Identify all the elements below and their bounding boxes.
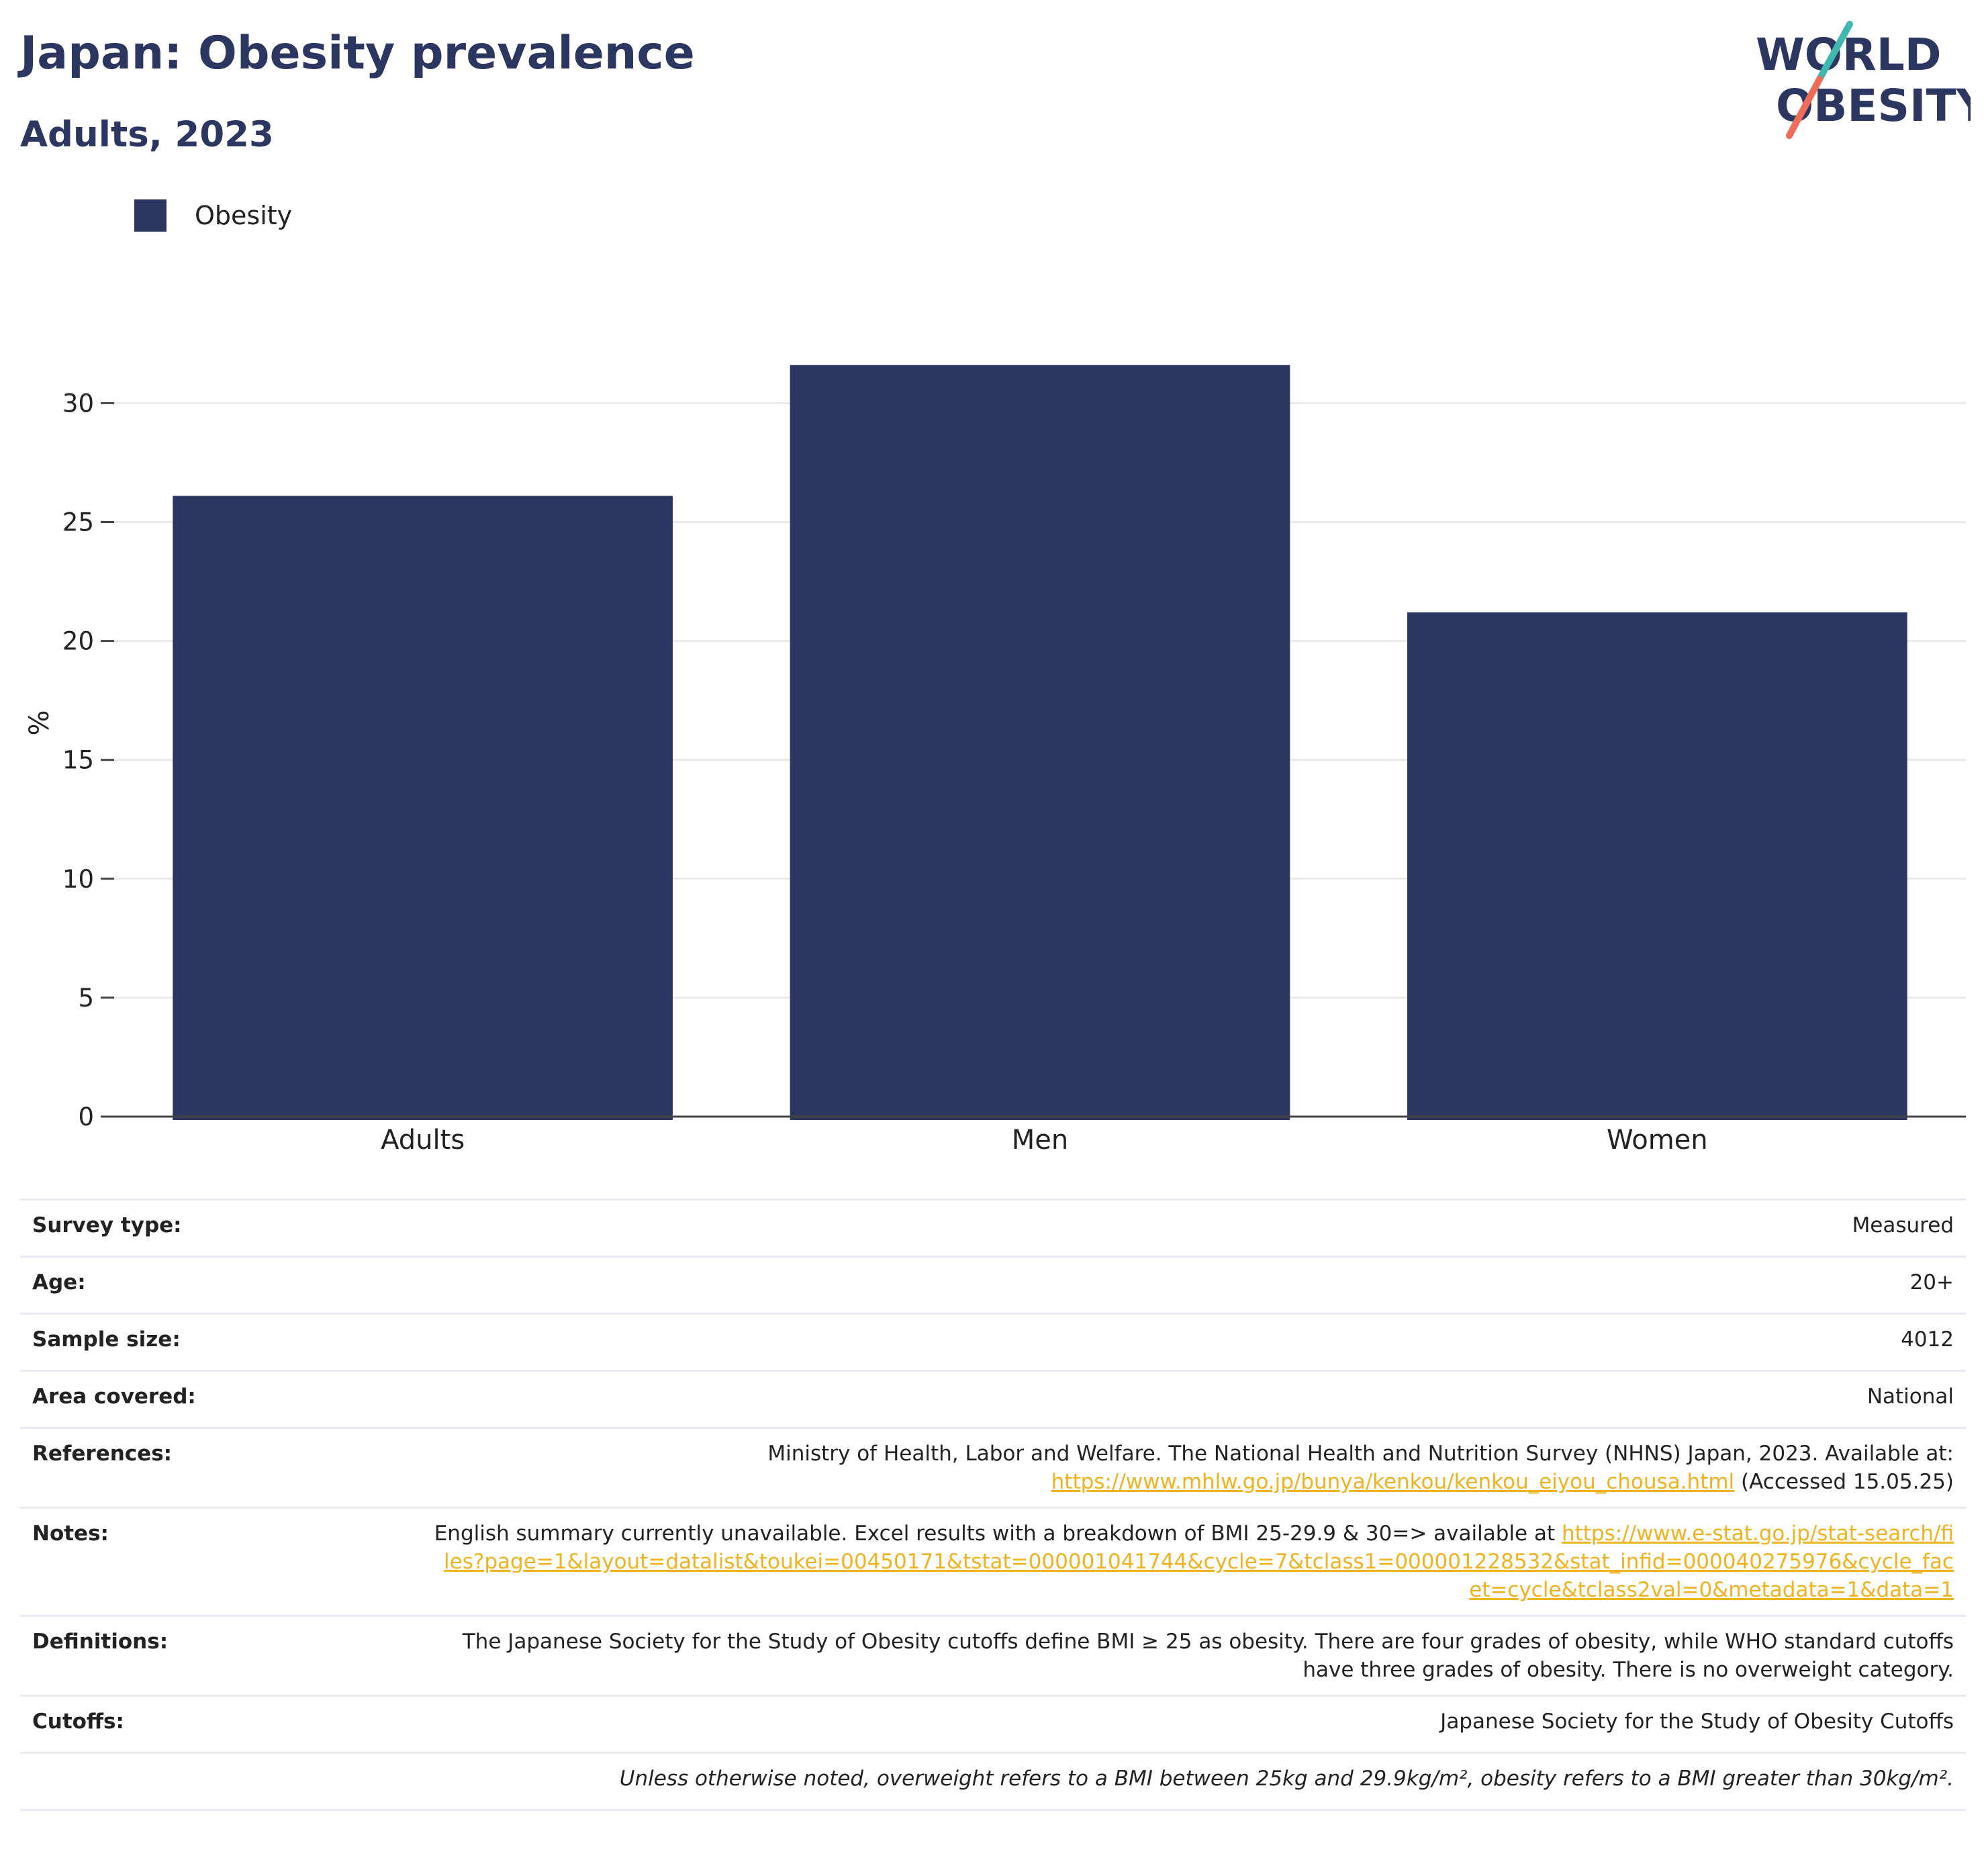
bar-chart: 0 5 10 15 20 25 30% Adults Men Women	[24, 365, 1966, 1156]
survey-info-table: Survey type: Measured Age: 20+ Sample si…	[20, 1199, 1966, 1811]
info-row-notes: Notes: English summary currently unavail…	[20, 1507, 1966, 1616]
info-row-references: References: Ministry of Health, Labor an…	[20, 1427, 1966, 1508]
y-tick-label: 15	[62, 746, 94, 775]
age-label: Age:	[32, 1270, 86, 1295]
references-text: Ministry of Health, Labor and Welfare. T…	[767, 1442, 1954, 1466]
page-subtitle: Adults, 2023	[20, 114, 274, 155]
definitions-label: Definitions:	[32, 1630, 169, 1654]
y-tick-label: 30	[62, 389, 94, 418]
info-row-cutoffs: Cutoffs: Japanese Society for the Study …	[20, 1695, 1966, 1753]
y-tick-label: 20	[62, 627, 94, 656]
y-axis-label: %	[24, 710, 55, 735]
info-row-area-covered: Area covered: National	[20, 1370, 1966, 1428]
survey-type-label: Survey type:	[32, 1213, 182, 1237]
bar-adults	[173, 496, 673, 1120]
notes-link[interactable]: https://www.e-stat.go.jp/stat-search/fil…	[444, 1521, 1954, 1602]
world-obesity-logo: WORLD OBESITY	[1756, 21, 1971, 139]
info-row-survey-type: Survey type: Measured	[20, 1199, 1966, 1257]
area-covered-label: Area covered:	[32, 1385, 196, 1409]
x-tick-label: Men	[1012, 1125, 1068, 1156]
info-row-sample-size: Sample size: 4012	[20, 1313, 1966, 1371]
logo-slash-teal	[1816, 21, 1853, 83]
cutoffs-label: Cutoffs:	[32, 1709, 124, 1734]
info-row-definitions: Definitions: The Japanese Society for th…	[20, 1615, 1966, 1696]
references-accessed: (Accessed 15.05.25)	[1734, 1470, 1954, 1494]
y-tick-label: 10	[62, 865, 94, 894]
survey-type-value: Measured	[1852, 1213, 1954, 1237]
cutoffs-value: Japanese Society for the Study of Obesit…	[1440, 1709, 1954, 1734]
y-tick-label: 5	[78, 984, 94, 1013]
sample-size-label: Sample size:	[32, 1327, 181, 1352]
info-row-age: Age: 20+	[20, 1256, 1966, 1314]
bar-women	[1407, 612, 1907, 1120]
x-tick-label: Adults	[381, 1125, 465, 1156]
info-row-footnote: Unless otherwise noted, overweight refer…	[20, 1752, 1966, 1810]
references-link[interactable]: https://www.mhlw.go.jp/bunya/kenkou/kenk…	[1051, 1470, 1735, 1494]
legend-swatch-obesity	[134, 199, 167, 232]
legend-label-obesity: Obesity	[195, 201, 293, 230]
notes-value: English summary currently unavailable. E…	[420, 1508, 1966, 1616]
chart-legend: Obesity	[134, 199, 292, 232]
age-value: 20+	[1909, 1270, 1954, 1295]
logo-slash-coral	[1786, 76, 1823, 139]
footnote: Unless otherwise noted, overweight refer…	[619, 1767, 1954, 1791]
area-covered-value: National	[1866, 1385, 1954, 1409]
page-title: Japan: Obesity prevalence	[20, 27, 695, 80]
y-tick-label: 0	[78, 1103, 94, 1131]
bar-men	[790, 365, 1290, 1120]
definitions-value: The Japanese Society for the Study of Ob…	[462, 1630, 1954, 1682]
y-tick-label: 25	[62, 508, 94, 537]
notes-label: Notes:	[32, 1521, 109, 1546]
sample-size-value: 4012	[1901, 1327, 1954, 1352]
references-label: References:	[32, 1442, 173, 1466]
references-value: Ministry of Health, Labor and Welfare. T…	[420, 1428, 1966, 1508]
x-tick-label: Women	[1607, 1125, 1708, 1156]
notes-text: English summary currently unavailable. E…	[434, 1521, 1562, 1546]
logo-line-world: WORLD	[1756, 29, 1942, 81]
